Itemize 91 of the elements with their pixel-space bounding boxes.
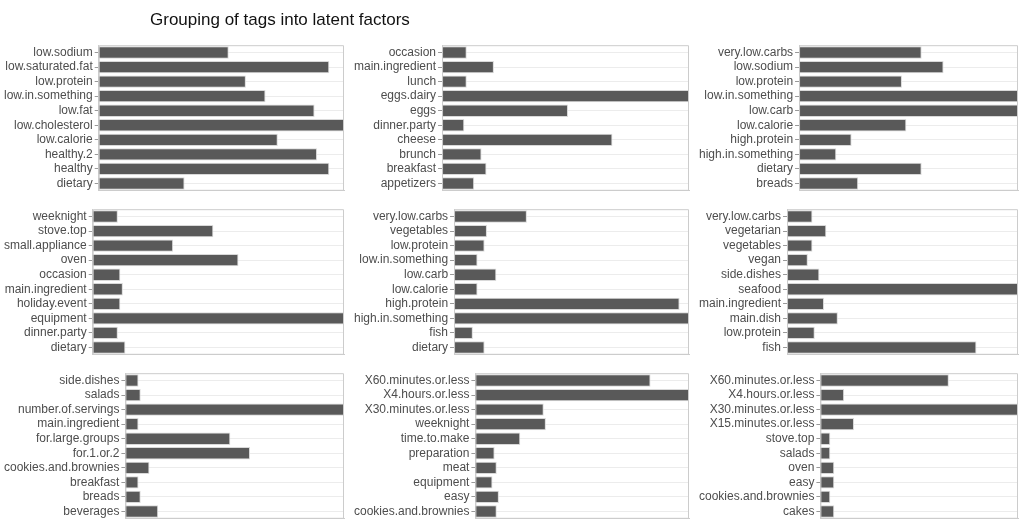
y-tick-label: dietary	[56, 175, 93, 190]
y-tick-label: easy	[444, 489, 470, 504]
y-tick-label: equipment	[30, 310, 88, 325]
y-tick-label: low.in.something	[359, 252, 449, 267]
y-tick-label: salads	[84, 387, 120, 402]
y-tick-label: oven	[788, 460, 815, 475]
y-tick-label: low.carb	[749, 103, 794, 118]
y-tick-label: main.dish	[729, 310, 782, 325]
y-tick-label: eggs	[410, 103, 437, 118]
y-tick-label: main.ingredient	[37, 416, 121, 431]
y-tick-label: holiday.event	[16, 296, 88, 311]
y-tick-label: high.protein	[730, 132, 794, 147]
y-tick-label: small.appliance	[3, 237, 88, 252]
y-tick-label: easy	[789, 474, 815, 489]
y-tick-label: occasion	[39, 267, 87, 282]
y-tick-label: low.sodium	[733, 59, 794, 74]
y-tick-label: high.protein	[385, 296, 449, 311]
y-tick-label: beverages	[63, 503, 120, 518]
y-tick-label: meat	[442, 460, 471, 475]
y-tick-label: low.protein	[35, 73, 93, 88]
y-tick-label: low.calorie	[737, 117, 794, 132]
y-tick-label: low.carb	[404, 267, 449, 282]
y-tick-label: vegetables	[723, 237, 782, 252]
y-tick-label: weeknight	[414, 416, 471, 431]
y-tick-label: X4.hours.or.less	[383, 387, 470, 402]
y-tick-label: number.of.servings	[18, 401, 120, 416]
y-tick-label: cakes	[783, 503, 815, 518]
y-tick-label: high.in.something	[354, 310, 449, 325]
y-tick-label: vegan	[748, 252, 782, 267]
y-tick-label: low.calorie	[36, 132, 94, 147]
y-tick-label: X30.minutes.or.less	[364, 401, 470, 416]
y-tick-label: dietary	[412, 339, 449, 354]
y-tick-label: breakfast	[70, 474, 121, 489]
y-tick-label: side.dishes	[59, 372, 120, 387]
y-tick-label: seafood	[738, 281, 782, 296]
y-tick-label: main.ingredient	[4, 281, 88, 296]
y-tick-label: low.fat	[58, 103, 94, 118]
y-tick-label: X30.minutes.or.less	[709, 401, 815, 416]
y-tick-label: breakfast	[386, 161, 437, 176]
y-tick-label: equipment	[413, 474, 471, 489]
y-tick-label: very.low.carbs	[717, 44, 794, 59]
y-tick-label: brunch	[399, 146, 437, 161]
chart-title: Grouping of tags into latent factors	[150, 10, 410, 30]
y-tick-label: dinner.party	[373, 117, 437, 132]
y-tick-label: cookies.and.brownies	[3, 460, 120, 475]
y-tick-label: low.cholesterol	[14, 117, 93, 132]
y-tick-label: cookies.and.brownies	[698, 489, 815, 504]
y-tick-label: low.sodium	[33, 44, 93, 59]
y-tick-label: for.1.or.2	[72, 445, 120, 460]
y-tick-label: eggs.dairy	[380, 88, 437, 103]
y-tick-label: time.to.make	[400, 431, 470, 446]
y-tick-label: preparation	[408, 445, 470, 460]
y-tick-label: low.saturated.fat	[5, 59, 94, 74]
y-tick-label: main.ingredient	[353, 59, 437, 74]
y-tick-label: healthy.2	[44, 146, 94, 161]
y-tick-label: very.low.carbs	[372, 208, 449, 223]
y-tick-label: healthy	[54, 161, 93, 176]
y-tick-label: side.dishes	[721, 267, 782, 282]
y-tick-label: occasion	[388, 44, 437, 59]
y-tick-label: weeknight	[31, 208, 88, 223]
y-tick-label: dietary	[50, 339, 87, 354]
y-tick-label: dietary	[757, 161, 794, 176]
y-tick-label: for.large.groups	[36, 431, 120, 446]
y-tick-label: X4.hours.or.less	[728, 387, 815, 402]
y-tick-label: stove.top	[765, 431, 815, 446]
y-tick-label: vegetables	[390, 223, 449, 238]
y-tick-label: main.ingredient	[698, 296, 782, 311]
y-tick-label: low.in.something	[704, 88, 794, 103]
y-tick-label: X60.minutes.or.less	[709, 372, 815, 387]
y-tick-label: low.in.something	[4, 88, 93, 103]
y-tick-label: X15.minutes.or.less	[709, 416, 815, 431]
y-tick-label: high.in.something	[699, 146, 794, 161]
y-tick-label: dinner.party	[23, 325, 87, 340]
y-tick-label: breads	[82, 489, 120, 504]
y-tick-label: low.calorie	[392, 281, 449, 296]
y-tick-label: fish	[429, 325, 449, 340]
y-tick-label: breads	[756, 175, 794, 190]
y-tick-label: oven	[60, 252, 87, 267]
y-tick-label: cheese	[397, 132, 437, 147]
y-tick-label: cookies.and.brownies	[353, 503, 470, 518]
y-tick-label: low.protein	[735, 73, 794, 88]
y-tick-label: stove.top	[38, 223, 88, 238]
y-tick-label: low.protein	[723, 325, 782, 340]
y-tick-label: X60.minutes.or.less	[364, 372, 470, 387]
y-tick-label: vegetarian	[725, 223, 782, 238]
y-tick-label: appetizers	[380, 175, 437, 190]
y-tick-label: salads	[779, 445, 815, 460]
y-tick-label: lunch	[407, 73, 437, 88]
y-tick-label: fish	[762, 339, 782, 354]
y-tick-label: very.low.carbs	[705, 208, 782, 223]
y-tick-label: low.protein	[390, 237, 449, 252]
